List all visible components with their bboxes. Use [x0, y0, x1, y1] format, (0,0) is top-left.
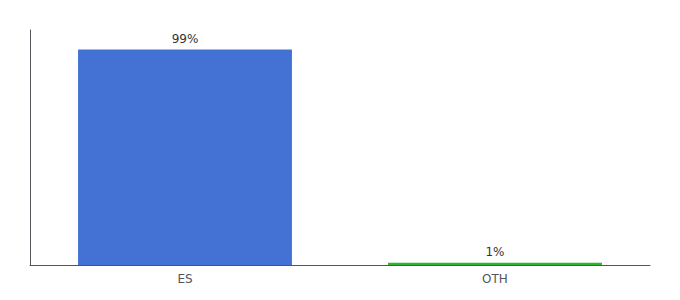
svg-text:99%: 99%	[172, 32, 199, 46]
svg-text:1%: 1%	[485, 245, 504, 259]
svg-text:ES: ES	[177, 272, 192, 286]
svg-text:OTH: OTH	[482, 272, 508, 286]
